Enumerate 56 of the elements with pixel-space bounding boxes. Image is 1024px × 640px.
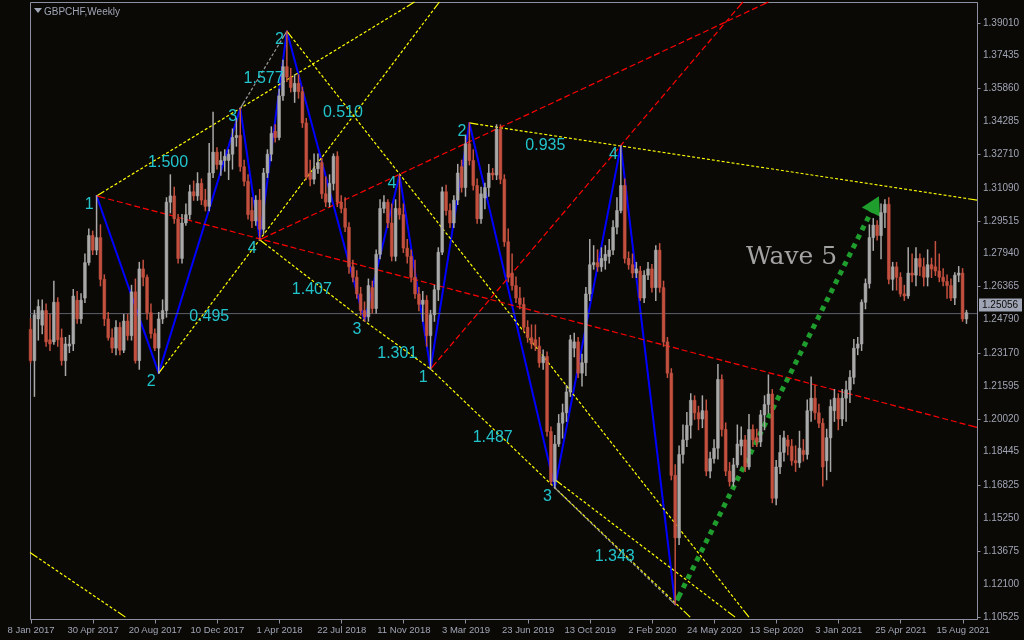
y-tick-label: 1.20020 bbox=[983, 412, 1020, 424]
annotation: 0.495 bbox=[189, 306, 230, 324]
x-tick-label: 11 Nov 2018 bbox=[377, 623, 431, 635]
y-tick-label: 1.32710 bbox=[983, 148, 1020, 160]
annotation: 4 bbox=[387, 174, 397, 192]
x-tick-label: 20 Aug 2017 bbox=[128, 623, 182, 635]
y-tick-label: 1.13675 bbox=[983, 544, 1020, 556]
annotation: 3 bbox=[352, 320, 362, 338]
annotation: 1.301 bbox=[377, 344, 418, 362]
series-label: Wave 5 bbox=[745, 240, 838, 270]
y-tick-label: 1.39010 bbox=[983, 16, 1020, 28]
x-tick-label: 23 Jun 2019 bbox=[501, 623, 555, 635]
annotation: 1 bbox=[418, 367, 428, 385]
x-tick-label: 25 Apr 2021 bbox=[875, 623, 927, 635]
x-tick-label: 2 Feb 2020 bbox=[628, 623, 677, 635]
y-tick-label: 1.37435 bbox=[983, 49, 1020, 61]
x-tick-label: 22 Jul 2018 bbox=[317, 623, 367, 635]
annotation: 2 bbox=[146, 372, 156, 390]
y-tick-label: 1.21595 bbox=[983, 379, 1020, 391]
x-tick-label: 30 Apr 2017 bbox=[67, 623, 119, 635]
annotation: 4 bbox=[247, 238, 257, 256]
x-tick-label: 1 Apr 2018 bbox=[256, 623, 303, 635]
annotation: 3 bbox=[228, 107, 238, 125]
x-tick-label: 8 Jan 2017 bbox=[7, 623, 55, 635]
x-tick-label: 3 Mar 2019 bbox=[441, 623, 491, 635]
y-tick-label: 1.16825 bbox=[983, 479, 1020, 491]
chart-title: GBPCHF,Weekly bbox=[44, 6, 120, 17]
annotation: 4 bbox=[608, 144, 618, 162]
y-tick-label: 1.27940 bbox=[983, 247, 1020, 259]
x-tick-label: 10 Dec 2017 bbox=[190, 623, 245, 635]
y-tick-label: 1.12100 bbox=[983, 577, 1020, 589]
annotation: 2 bbox=[274, 30, 284, 48]
annotation: 1 bbox=[84, 194, 94, 212]
annotation: 1.487 bbox=[472, 427, 513, 445]
y-tick-label: 1.29515 bbox=[983, 214, 1020, 226]
y-tick-label: 1.23170 bbox=[983, 346, 1020, 358]
x-tick-label: 13 Oct 2019 bbox=[564, 623, 617, 635]
annotation: 3 bbox=[542, 486, 552, 504]
y-tick-label: 1.15250 bbox=[983, 512, 1020, 524]
y-tick-label: 1.35860 bbox=[983, 82, 1020, 94]
annotation: 1.500 bbox=[148, 152, 189, 170]
annotation: 2 bbox=[457, 121, 467, 139]
ref-line-label: 1.25056 bbox=[982, 299, 1019, 311]
y-tick-label: 1.26365 bbox=[983, 280, 1020, 292]
annotation: 1.407 bbox=[291, 279, 332, 297]
y-tick-label: 1.31090 bbox=[983, 181, 1020, 193]
x-tick-label: 15 Aug 2021 bbox=[936, 623, 990, 635]
y-tick-label: 1.18445 bbox=[983, 445, 1020, 457]
x-tick-label: 3 Jan 2021 bbox=[815, 623, 863, 635]
x-tick-label: 24 May 2020 bbox=[687, 623, 743, 635]
y-tick-label: 1.34285 bbox=[983, 115, 1020, 127]
y-tick-label: 1.24790 bbox=[983, 313, 1020, 325]
x-tick-label: 13 Sep 2020 bbox=[749, 623, 804, 635]
annotation: 0.510 bbox=[322, 102, 364, 120]
y-tick-label: 1.10525 bbox=[983, 610, 1020, 622]
annotation: 0.935 bbox=[525, 135, 566, 153]
